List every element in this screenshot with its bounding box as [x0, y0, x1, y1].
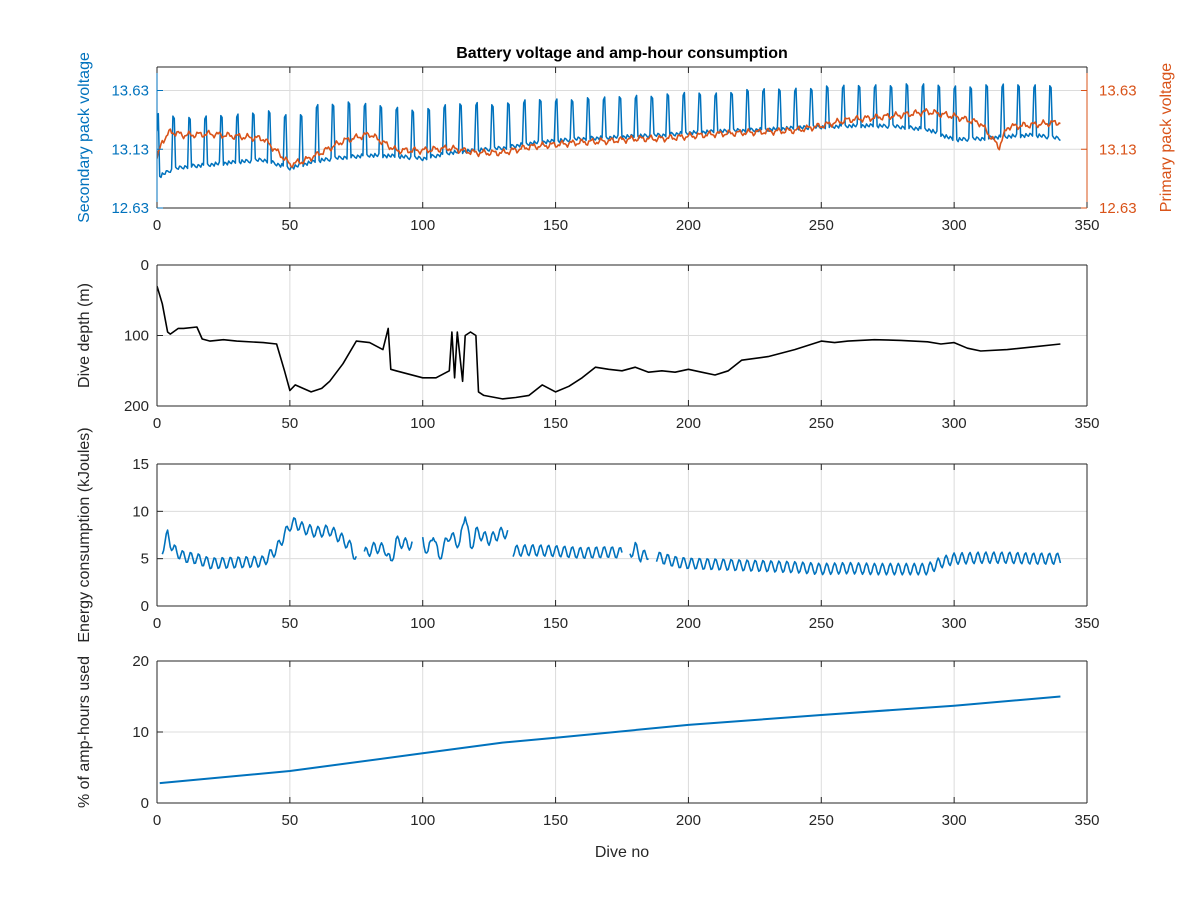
series-segment-0: [161, 517, 358, 570]
y-tick-label: 200: [124, 398, 149, 415]
x-tick-label: 50: [282, 812, 299, 829]
y2-tick-label: 13.13: [1099, 141, 1137, 158]
series-line-depth: [157, 285, 1061, 400]
x-tick-label: 250: [809, 415, 834, 432]
x-tick-label: 0: [153, 415, 161, 432]
series-group: [161, 516, 1062, 576]
x-tick-label: 100: [410, 615, 435, 632]
x-tick-label: 350: [1074, 615, 1099, 632]
x-tick-label: 200: [676, 415, 701, 432]
x-tick-label: 150: [543, 415, 568, 432]
y-axis-label: Secondary pack voltage: [76, 52, 93, 223]
x-tick-label: 200: [676, 812, 701, 829]
x-tick-label: 350: [1074, 217, 1099, 234]
series-line-amphours: [159, 695, 1061, 785]
x-tick-label: 350: [1074, 812, 1099, 829]
x-tick-label: 250: [809, 217, 834, 234]
x-tick-label: 100: [410, 415, 435, 432]
y-tick-label: 0: [141, 257, 149, 274]
y2-tick-label: 13.63: [1099, 83, 1137, 100]
x-tick-label: 250: [809, 812, 834, 829]
x-tick-label: 0: [153, 812, 161, 829]
x-tick-label: 300: [942, 615, 967, 632]
series-group: [157, 83, 1061, 179]
series-segment-2: [421, 516, 509, 560]
x-tick-label: 50: [282, 615, 299, 632]
x-tick-label: 200: [676, 217, 701, 234]
x-tick-label: 0: [153, 615, 161, 632]
series-segment-3: [512, 544, 623, 559]
x-tick-label: 150: [543, 812, 568, 829]
y-tick-label: 15: [132, 456, 149, 473]
x-tick-label: 0: [153, 217, 161, 234]
y-tick-label: 10: [132, 503, 149, 520]
y2-axis-label: Primary pack voltage: [1158, 63, 1175, 212]
y-axis-label: Energy consumption (kJoules): [76, 427, 93, 642]
panel-amphours: 0 50 100 150 200 250 300 350 0 10 20 % of amp-hours…: [76, 653, 1100, 861]
x-tick-label: 50: [282, 415, 299, 432]
series-segment-5: [655, 551, 1062, 576]
series-segment-4: [629, 541, 649, 563]
series-segment-1: [363, 535, 413, 562]
x-tick-label: 100: [410, 812, 435, 829]
panel-depth: 0 50 100 150 200 250 300 350 0 100 200 Dive depth (…: [76, 257, 1100, 432]
y-tick-label: 10: [132, 724, 149, 741]
series-line-primary-voltage: [157, 108, 1061, 168]
panel-energy: 0 50 100 150 200 250 300 350 0 5 10 15 Energy consum…: [76, 427, 1100, 642]
y-tick-label: 5: [141, 551, 149, 568]
y-tick-label: 20: [132, 653, 149, 670]
x-tick-label: 100: [410, 217, 435, 234]
y-tick-label: 100: [124, 328, 149, 345]
x-axis-label: Dive no: [595, 844, 649, 861]
x-tick-label: 250: [809, 615, 834, 632]
x-tick-label: 150: [543, 615, 568, 632]
x-tick-label: 300: [942, 812, 967, 829]
series-group: [159, 695, 1061, 785]
y-tick-label: 13.63: [111, 83, 149, 100]
y-axis-label: Dive depth (m): [76, 283, 93, 388]
panel-voltage: 0 50 100 150 200 250 300 35012.6313.1313.6312.6…: [76, 52, 1175, 234]
y-tick-label: 13.13: [111, 141, 149, 158]
x-tick-label: 300: [942, 415, 967, 432]
y2-tick-label: 12.63: [1099, 200, 1137, 217]
series-line-secondary-voltage: [157, 83, 1061, 179]
y-tick-label: 0: [141, 598, 149, 615]
x-tick-label: 200: [676, 615, 701, 632]
y-axis-label: % of amp-hours used: [76, 656, 93, 808]
figure-title: Battery voltage and amp-hour consumption: [456, 45, 788, 62]
x-tick-label: 300: [942, 217, 967, 234]
x-tick-label: 350: [1074, 415, 1099, 432]
series-group: [157, 285, 1061, 400]
x-tick-label: 50: [282, 217, 299, 234]
y-tick-label: 0: [141, 795, 149, 812]
x-tick-label: 150: [543, 217, 568, 234]
y-tick-label: 12.63: [111, 200, 149, 217]
